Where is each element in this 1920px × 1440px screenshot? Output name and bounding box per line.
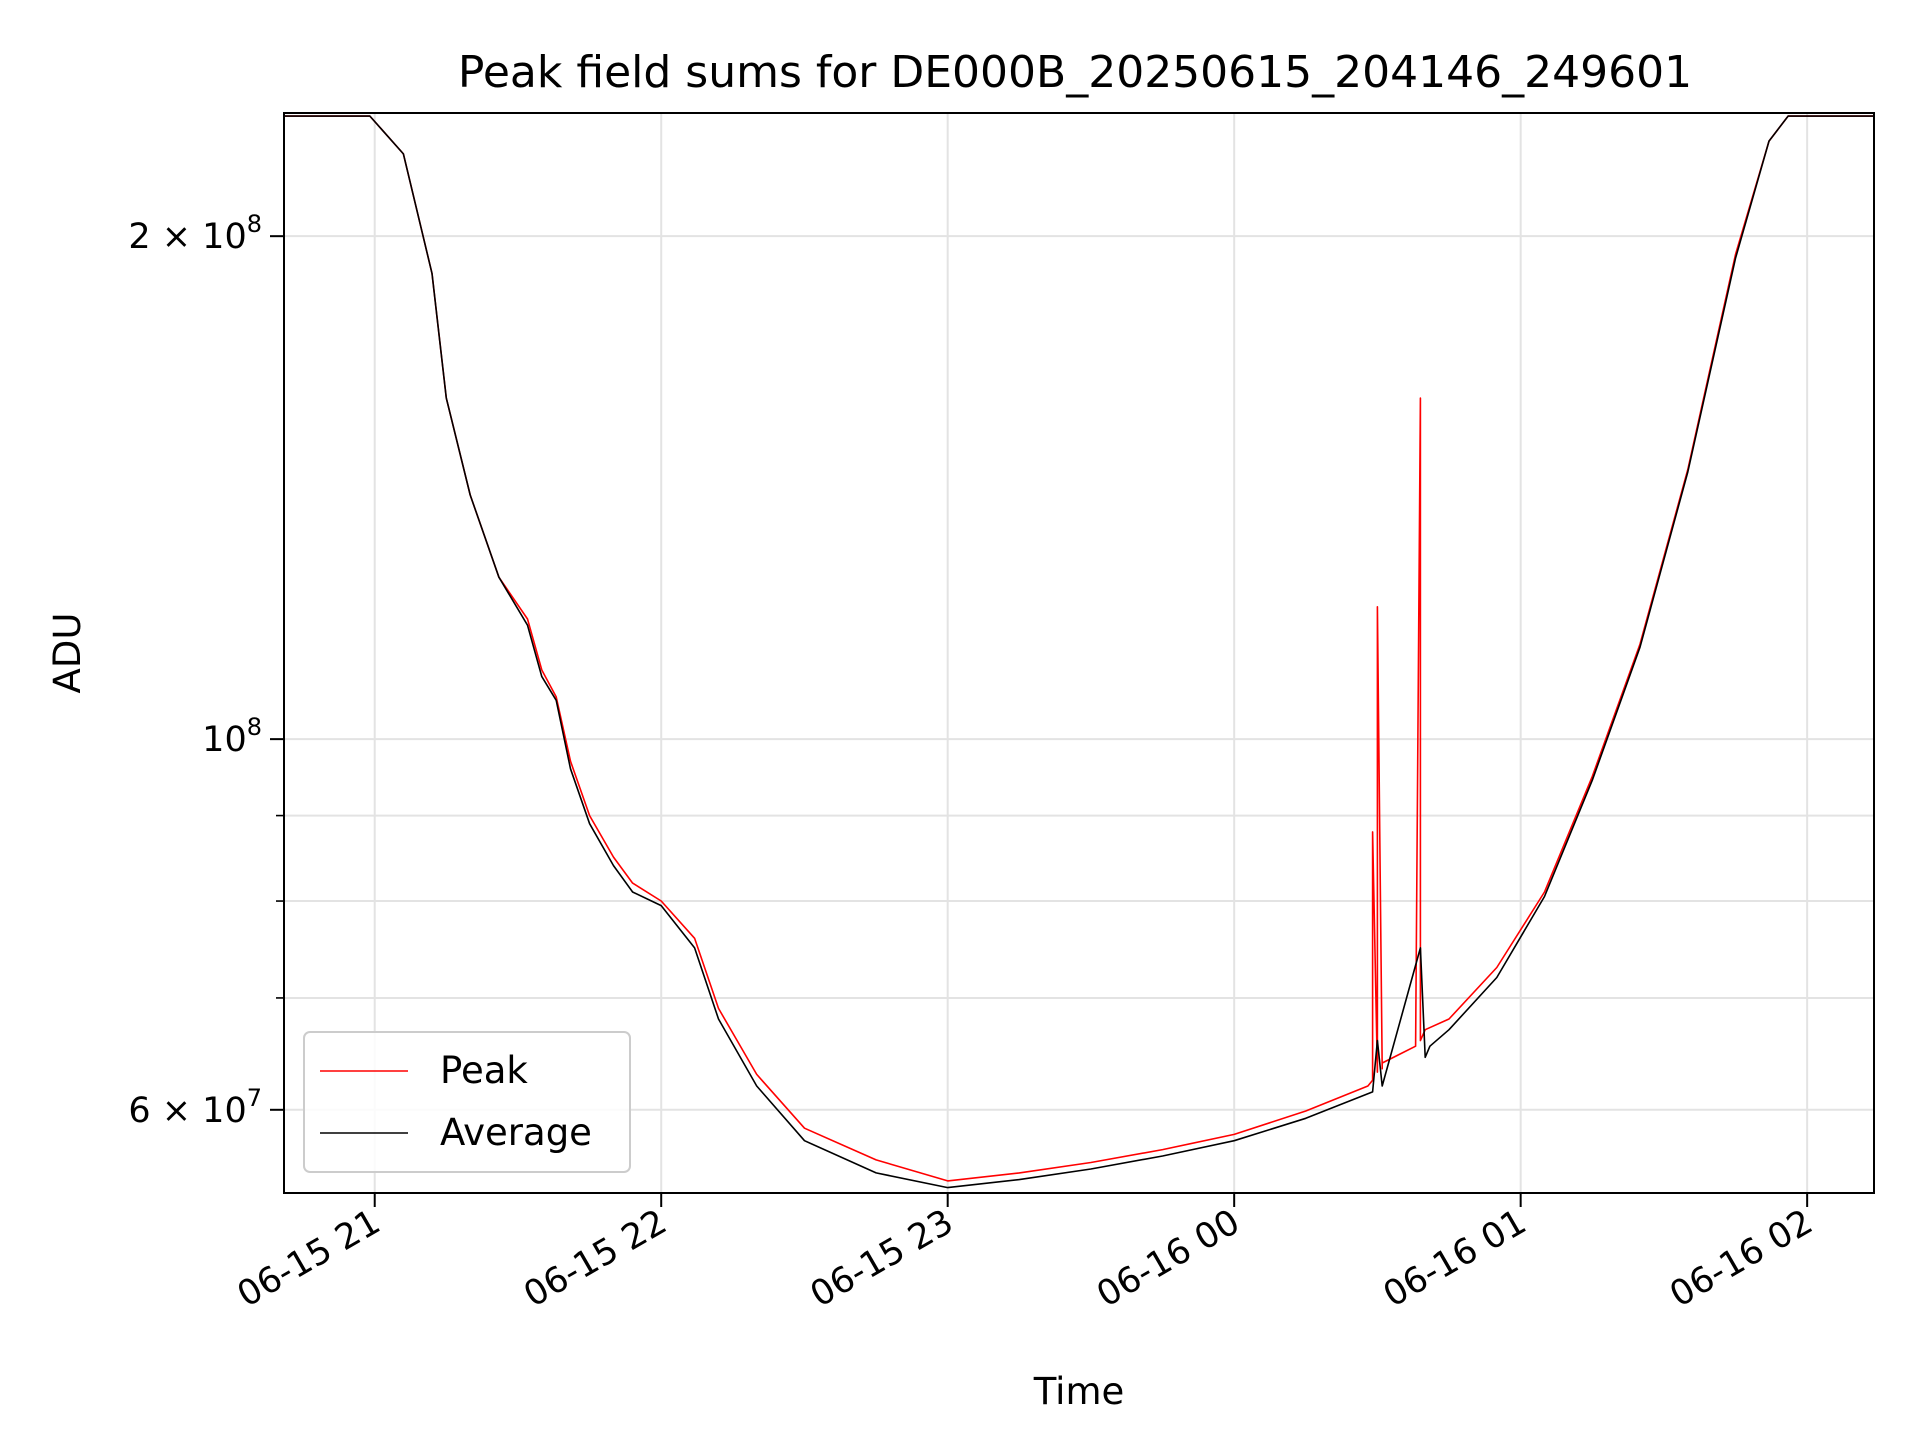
- chart-title: Peak field sums for DE000B_20250615_2041…: [458, 47, 1692, 98]
- y-tick-label: 108: [202, 713, 262, 760]
- y-axis-label: ADU: [46, 613, 89, 694]
- legend-box: [303, 1031, 631, 1173]
- legend: Peak Average: [303, 1031, 631, 1173]
- legend-label-average: Average: [440, 1111, 592, 1154]
- plot-frame: [283, 112, 1875, 1194]
- series-line-average: [284, 115, 1874, 1189]
- series-line-peak: [284, 115, 1874, 1182]
- x-axis-label: Time: [1033, 1370, 1125, 1413]
- legend-label-peak: Peak: [440, 1049, 528, 1092]
- y-axis: 6 × 107 108 2 × 108: [128, 210, 284, 1131]
- y-tick-label: 6 × 107: [128, 1084, 262, 1131]
- series-layer: [284, 115, 1874, 1189]
- y-tick-label: 2 × 108: [128, 210, 262, 257]
